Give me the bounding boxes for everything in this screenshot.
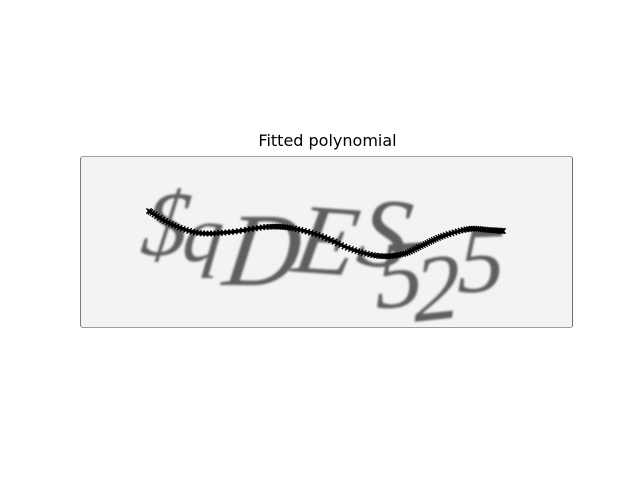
- figure-title: Fitted polynomial: [258, 131, 397, 150]
- curve-marker: [324, 235, 331, 242]
- curve-marker: [317, 232, 325, 240]
- curve-marker: [321, 234, 328, 241]
- curve-marker: [314, 231, 321, 238]
- curve-marker: [497, 227, 505, 234]
- captcha-char-6: 5: [376, 219, 424, 328]
- curve-marker: [307, 229, 314, 236]
- curve-marker: [334, 240, 341, 247]
- curve-marker: [331, 238, 338, 245]
- curve-marker: [341, 243, 348, 250]
- curve-marker: [499, 227, 507, 235]
- curve-marker: [311, 230, 318, 237]
- curve-marker: [327, 237, 335, 244]
- captcha-image-panel: $ q D E S 5 2 5: [80, 156, 573, 328]
- curve-marker: [338, 241, 345, 249]
- curve-marker: [156, 214, 163, 221]
- captcha-char-3: D: [216, 192, 309, 307]
- captcha-char-8: 5: [456, 208, 507, 314]
- curve-marker: [159, 216, 166, 223]
- fitted-curve: [145, 207, 507, 260]
